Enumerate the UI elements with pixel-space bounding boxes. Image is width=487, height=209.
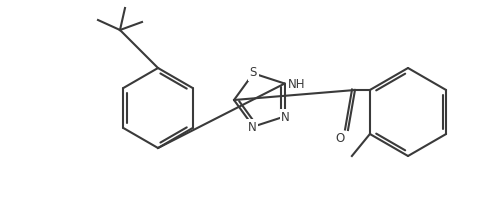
Text: S: S — [250, 66, 257, 79]
Text: N: N — [248, 121, 257, 134]
Text: O: O — [336, 133, 345, 145]
Text: NH: NH — [288, 78, 305, 90]
Text: N: N — [281, 111, 290, 124]
